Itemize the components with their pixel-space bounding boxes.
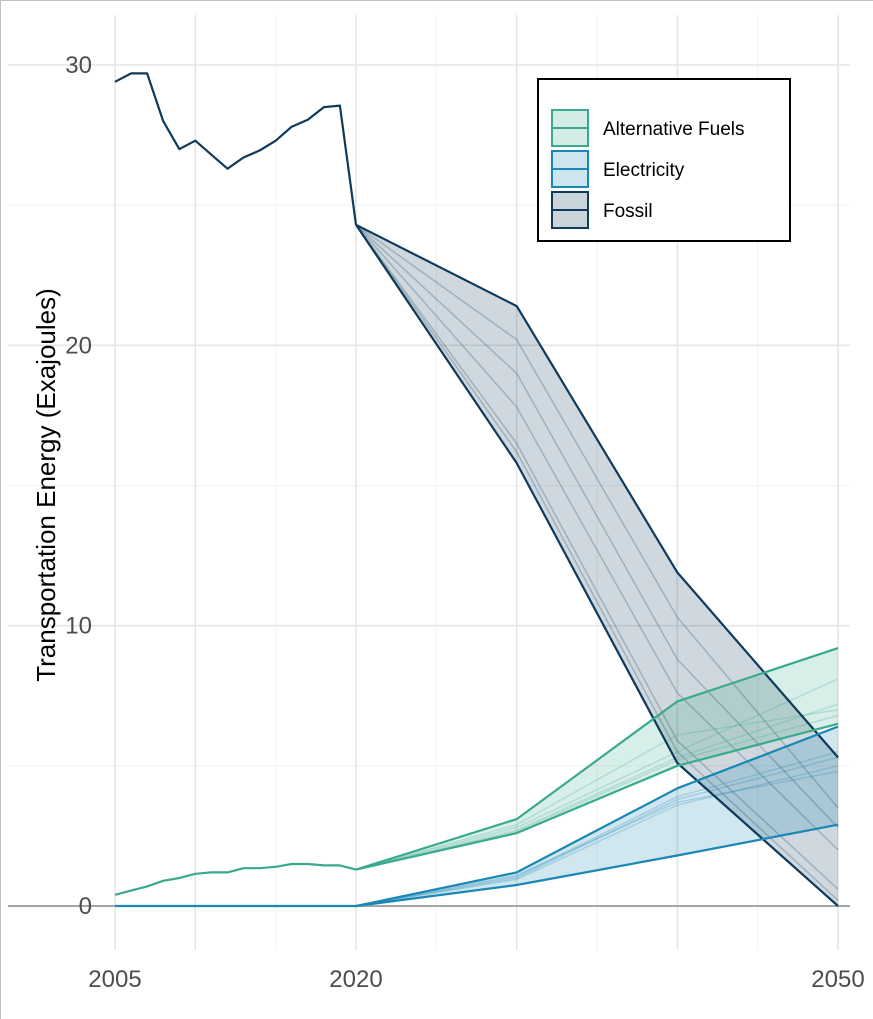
- y-tick-label: 0: [79, 893, 92, 920]
- lower-bound-alternative-fuels: [355, 722, 839, 871]
- x-axis-ticks: 2005 2020 2050: [88, 966, 864, 993]
- scenario-line-fossil: [355, 224, 839, 829]
- scenario-line-fossil: [355, 224, 839, 851]
- legend: Alternative Fuels Electricity Fossil: [537, 78, 791, 242]
- scenario-line-alternative-fuels: [355, 678, 839, 871]
- scenario-line-alternative-fuels: [355, 709, 839, 871]
- legend-label-fossil: Fossil: [603, 201, 653, 222]
- legend-box: [537, 78, 791, 242]
- legend-label-alternative-fuels: Alternative Fuels: [603, 119, 745, 140]
- x-tick-label: 2005: [88, 966, 141, 993]
- scenario-line-electricity: [355, 770, 839, 907]
- lower-bound-electricity: [355, 823, 839, 908]
- scenario-line-electricity: [355, 756, 839, 907]
- projection-band-alternative-fuels: [356, 648, 838, 870]
- scenario-line-electricity: [355, 751, 839, 907]
- scenario-line-fossil: [355, 224, 839, 890]
- projection-band-fossil: [356, 224, 838, 907]
- legend-item-fossil: Fossil: [551, 191, 653, 229]
- series-lines: [114, 72, 839, 908]
- upper-bound-alternative-fuels: [355, 647, 839, 871]
- major-gridlines: [8, 15, 850, 950]
- scenario-lines: [355, 224, 839, 907]
- history-line-fossil: [114, 72, 358, 225]
- legend-item-electricity: Electricity: [551, 150, 685, 188]
- upper-bound-electricity: [355, 725, 839, 908]
- y-tick-label: 20: [65, 332, 92, 359]
- lower-bound-fossil: [355, 224, 839, 907]
- y-axis-label: Transportation Energy (Exajoules): [31, 288, 61, 682]
- minor-gridlines: [8, 15, 850, 950]
- y-tick-label: 10: [65, 613, 92, 640]
- history-line-alternative-fuels: [114, 862, 357, 896]
- y-axis-ticks: 0 10 20 30: [65, 52, 92, 920]
- legend-item-alternative-fuels: Alternative Fuels: [551, 109, 745, 147]
- scenario-line-electricity: [355, 765, 839, 907]
- scenario-line-alternative-fuels: [355, 703, 839, 871]
- x-tick-label: 2020: [329, 966, 382, 993]
- y-tick-label: 30: [65, 52, 92, 79]
- upper-bound-fossil: [355, 223, 839, 759]
- scenario-line-fossil: [355, 224, 839, 809]
- x-tick-label: 2050: [811, 966, 864, 993]
- legend-label-electricity: Electricity: [603, 160, 685, 181]
- scenario-line-fossil: [355, 224, 839, 901]
